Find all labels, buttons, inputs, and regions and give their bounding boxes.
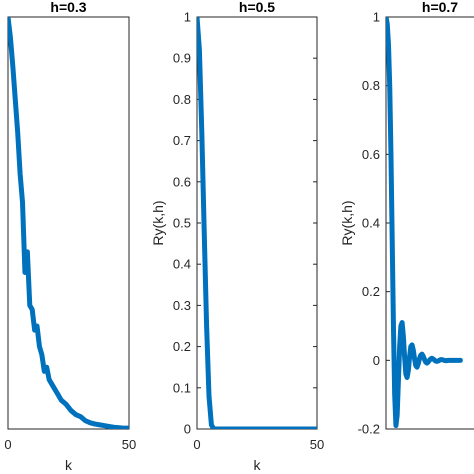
- x-tick-label: 0: [193, 437, 200, 452]
- y-tick-label: 0: [373, 353, 380, 368]
- y-tick-label: 0.7: [173, 133, 191, 148]
- y-tick-label: 0.4: [173, 257, 191, 272]
- y-tick-label: 0.6: [173, 174, 191, 189]
- x-axis-label: k: [254, 457, 262, 473]
- plot-frame: [196, 16, 318, 430]
- series-line-1: [8, 17, 129, 429]
- y-axis-label: Ry(k,h): [339, 200, 355, 245]
- y-tick-label: 0.5: [173, 216, 191, 231]
- series-line-1: [386, 17, 463, 429]
- y-tick-label: 0.4: [362, 216, 380, 231]
- y-tick-label: 0.9: [173, 51, 191, 66]
- panel-3: -0.2 0 0.2 0.4 0.6 0.8 1 h=0.7 Ry(k,h): [339, 0, 474, 437]
- panel-title: h=0.5: [239, 0, 275, 15]
- panel-1: 0 50 h=0.3 k: [4, 0, 136, 473]
- y-tick-label: -0.2: [358, 422, 380, 437]
- x-tick-label: 0: [4, 437, 11, 452]
- y-tick-label: 0.8: [173, 92, 191, 107]
- panel-2: 0 0.1 0.2 0.3 0.4 0.5 0.6 0.7 0.8 0.9 1 0 50 h=0.5 k Ry…: [150, 0, 324, 473]
- y-tick-label: 0.1: [173, 380, 191, 395]
- y-tick-label: 1: [184, 10, 191, 25]
- y-tick-label: 0.3: [173, 298, 191, 313]
- y-axis-label: Ry(k,h): [150, 200, 166, 245]
- x-tick-label: 50: [310, 437, 324, 452]
- y-tick-label: 0.2: [173, 339, 191, 354]
- y-tick-label: 0.8: [362, 78, 380, 93]
- y-tick-label: 0: [184, 422, 191, 437]
- panel-title: h=0.7: [422, 0, 458, 15]
- y-tick-label: 1: [373, 10, 380, 25]
- x-tick-label: 50: [122, 437, 136, 452]
- x-axis-label: k: [65, 457, 73, 473]
- y-tick-label: 0.2: [362, 284, 380, 299]
- y-tick-label: 0.6: [362, 147, 380, 162]
- plot-frame: [7, 16, 130, 430]
- series-line-1: [197, 17, 317, 429]
- panel-title: h=0.3: [50, 0, 86, 15]
